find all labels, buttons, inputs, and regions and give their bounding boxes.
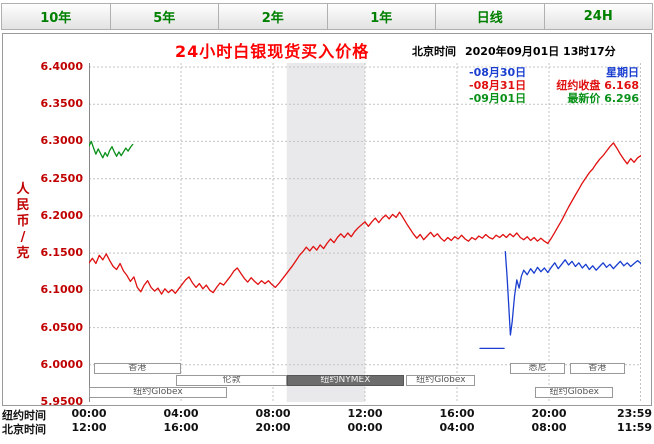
y-tick-label: 5.9500 — [40, 395, 83, 408]
y-tick-label: 6.1500 — [40, 246, 83, 260]
x-tick-label: 16:00 — [439, 407, 475, 420]
plot-area: 香港 伦敦 纽约NYMEX 纽约Globex 纽约Globex 悉尼 香港 纽约Globex … — [89, 63, 641, 402]
market-session-boxes: 香港 伦敦 纽约NYMEX 纽约Globex 纽约Globex 悉尼 香港 纽约Globex — [89, 63, 641, 402]
y-tick-label: 6.2000 — [40, 208, 83, 222]
x-tick-label: 20:00 — [531, 407, 567, 420]
beijing-time-axis-row: 北京时间 12:00 16:00 20:00 00:00 04:00 08:00 11:59 — [0, 421, 654, 436]
y-axis-title-char: 人 — [16, 182, 30, 197]
x-tick-label: 20:00 — [255, 421, 291, 434]
x-tick-label: 11:59 — [616, 421, 652, 434]
x-tick-label: 16:00 — [163, 421, 199, 434]
session-box: 纽约NYMEX — [286, 375, 405, 386]
x-tick-label: 12:00 — [347, 407, 383, 420]
chart-title: 24小时白银现货买入价格 — [175, 42, 370, 61]
tab-1y[interactable]: 1年 — [328, 4, 436, 29]
legend-sample-and-date: -08月31日 — [469, 79, 527, 92]
session-box: 香港 — [93, 363, 181, 374]
chart-frame: 24小时白银现货买入价格 北京时间 2020年09月01日 13时17分 人民币 /… — [2, 33, 652, 408]
y-axis-title-char: / — [20, 230, 26, 245]
x-tick-label: 08:00 — [255, 407, 291, 420]
legend-desc: 星期日 — [606, 66, 639, 79]
y-axis-title-char: 民 — [16, 198, 30, 213]
x-tick-label: 00:00 — [347, 421, 383, 434]
y-axis-title-char: 克 — [16, 246, 30, 261]
beijing-time-axis-label: 北京时间 — [2, 423, 46, 436]
tab-10y[interactable]: 10年 — [2, 4, 111, 29]
ny-time-axis-row: 纽约时间 00:00 04:00 08:00 12:00 16:00 20:00 23:59 — [0, 407, 654, 422]
x-tick-label: 04:00 — [439, 421, 475, 434]
session-box: 香港 — [569, 363, 625, 374]
tab-24h[interactable]: 24H — [583, 9, 613, 24]
y-tick-label: 6.0000 — [40, 357, 83, 371]
beijing-clock: 北京时间 2020年09月01日 13时17分 — [412, 43, 616, 59]
legend-desc: 纽约收盘 6.168 — [556, 79, 639, 92]
tab-5y[interactable]: 5年 — [111, 4, 219, 29]
session-box: 纽约Globex — [406, 375, 476, 386]
y-axis-title-char: 币 — [16, 214, 30, 229]
tab-daily[interactable]: 日线 — [436, 4, 545, 29]
period-tab-bar: 10年 5年 2年 1年 日线 24H — [1, 3, 653, 30]
y-tick-label: 6.3500 — [40, 97, 83, 111]
x-tick-label: 08:00 — [531, 421, 567, 434]
y-tick-label: 6.4000 — [40, 60, 83, 73]
legend-sample-and-date: -09月01日 — [469, 92, 527, 105]
y-tick-label: 6.3000 — [40, 134, 83, 148]
x-tick-label: 23:59 — [616, 407, 652, 420]
legend-row: -08月30日 星期日 — [469, 66, 639, 79]
session-box: 纽约Globex — [535, 387, 614, 398]
price-chart — [89, 63, 641, 402]
legend-desc: 最新价 6.296 — [567, 92, 639, 105]
x-tick-label: 04:00 — [163, 407, 199, 420]
session-box: 纽约Globex — [89, 387, 227, 398]
beijing-clock-label: 北京时间 — [412, 45, 456, 58]
y-tick-label: 6.2500 — [40, 171, 83, 185]
beijing-clock-value: 2020年09月01日 13时17分 — [465, 45, 616, 58]
y-tick-label: 6.1000 — [40, 283, 83, 297]
ny-time-axis-label: 纽约时间 — [2, 409, 46, 422]
legend-sample-and-date: -08月30日 — [469, 66, 527, 79]
session-box: 伦敦 — [176, 375, 287, 386]
x-tick-label: 00:00 — [71, 407, 107, 420]
legend-row: -09月01日 最新价 6.296 — [469, 92, 639, 105]
legend-row: -08月31日 纽约收盘 6.168 — [469, 79, 639, 92]
tab-2y[interactable]: 2年 — [219, 4, 328, 29]
x-tick-label: 12:00 — [71, 421, 107, 434]
y-axis-title: 人民币 / 克 — [14, 182, 32, 262]
y-tick-label: 6.0500 — [40, 320, 83, 334]
chart-legend: -08月30日 星期日 -08月31日 纽约收盘 6.168 -09月01日 最新价 6.… — [469, 66, 639, 105]
session-box: 悉尼 — [509, 363, 566, 374]
